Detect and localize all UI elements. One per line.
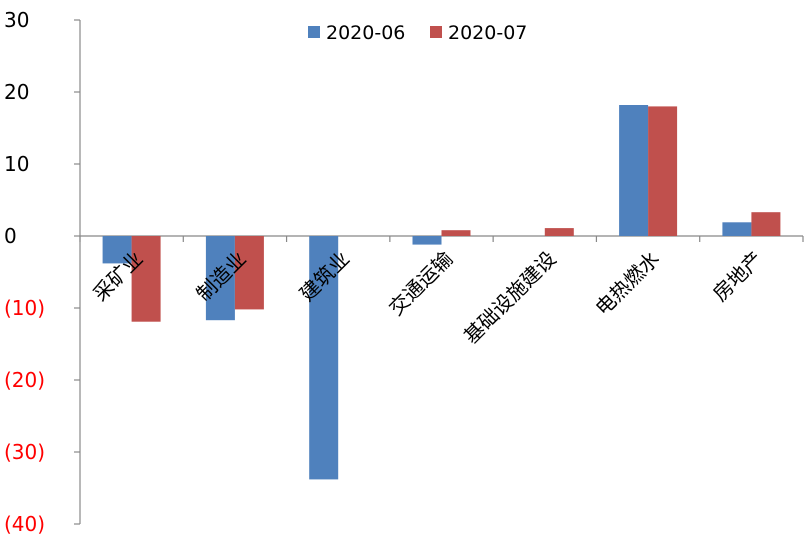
legend-swatch-2020-07 bbox=[430, 26, 442, 38]
bar-2020-07-交通运输 bbox=[441, 230, 471, 236]
y-tick-label: 10 bbox=[4, 152, 29, 176]
bar-2020-06-采矿业 bbox=[102, 236, 132, 264]
legend-swatch-2020-06 bbox=[308, 26, 320, 38]
bar-2020-06-制造业 bbox=[205, 236, 235, 321]
bar-2020-06-电热燃水 bbox=[619, 105, 649, 236]
bar-2020-06-房地产 bbox=[722, 222, 752, 236]
y-tick-label: (40) bbox=[4, 512, 45, 536]
legend: 2020-06 2020-07 bbox=[308, 22, 527, 44]
bar-2020-06-交通运输 bbox=[412, 236, 442, 245]
y-tick-label: 30 bbox=[4, 8, 29, 32]
category-label: 交通运输 bbox=[384, 247, 458, 321]
y-tick-label: (10) bbox=[4, 296, 45, 320]
category-label: 房地产 bbox=[708, 247, 767, 306]
y-tick-label: 0 bbox=[4, 224, 17, 248]
bar-2020-07-基础设施建设 bbox=[544, 228, 574, 236]
axes-group bbox=[74, 19, 804, 525]
y-tick-label: (20) bbox=[4, 368, 45, 392]
y-tick-labels-group: 30 20 10 0 (10) (20) (30) (40) bbox=[4, 8, 45, 536]
bar-2020-07-房地产 bbox=[751, 212, 781, 236]
bar-2020-07-采矿业 bbox=[131, 236, 161, 322]
y-tick-label: 20 bbox=[4, 80, 29, 104]
category-label: 电热燃水 bbox=[590, 247, 664, 321]
bar-2020-06-建筑业 bbox=[309, 236, 339, 480]
bar-2020-07-制造业 bbox=[234, 236, 264, 310]
legend-label: 2020-07 bbox=[448, 22, 527, 44]
bar-2020-07-电热燃水 bbox=[648, 106, 678, 237]
legend-label: 2020-06 bbox=[326, 22, 405, 44]
category-labels-group: 采矿业 制造业 建筑业 交通运输 基础设施建设 电热燃水 房地产 bbox=[88, 247, 767, 349]
category-label: 基础设施建设 bbox=[459, 247, 561, 349]
y-tick-label: (30) bbox=[4, 440, 45, 464]
bars-group bbox=[102, 105, 781, 480]
